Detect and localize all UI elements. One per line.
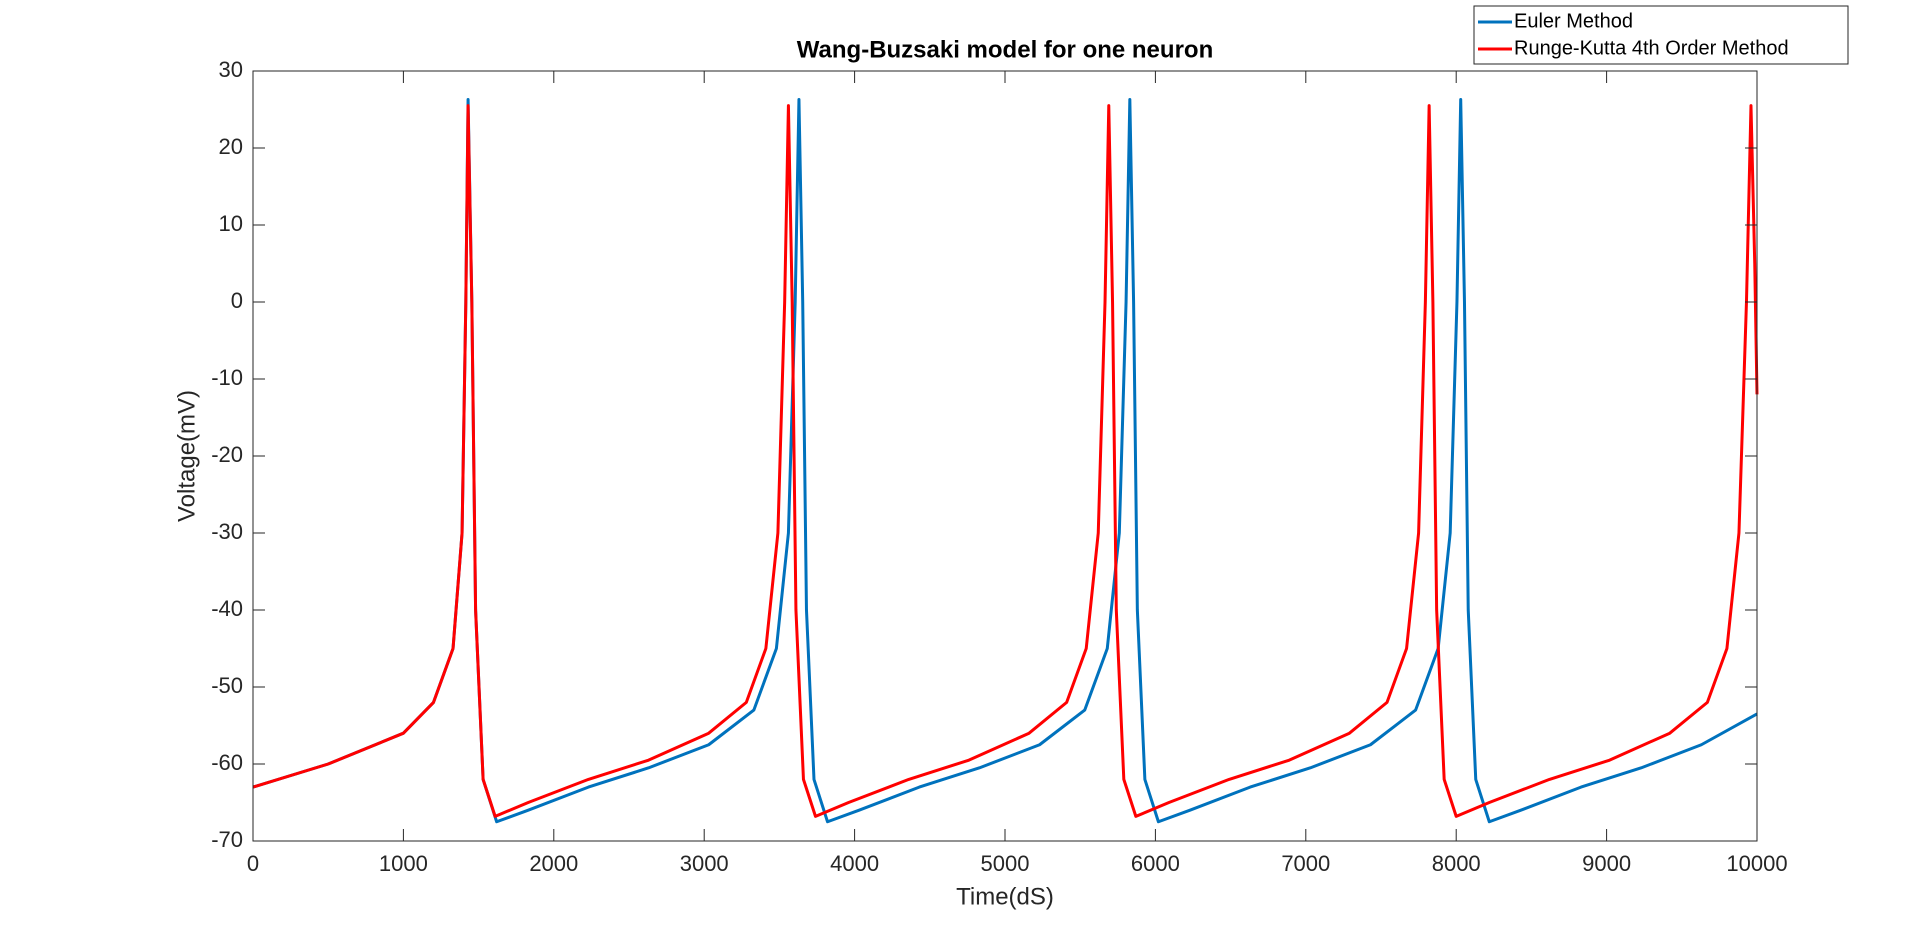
x-tick-label: 3000 bbox=[680, 851, 729, 876]
legend-label: Runge-Kutta 4th Order Method bbox=[1514, 37, 1789, 59]
x-tick-label: 1000 bbox=[379, 851, 428, 876]
x-tick-label: 8000 bbox=[1432, 851, 1481, 876]
y-tick-label: -20 bbox=[211, 442, 243, 467]
x-tick-label: 5000 bbox=[981, 851, 1030, 876]
y-tick-label: 30 bbox=[219, 57, 243, 82]
x-axis-label: Time(dS) bbox=[956, 883, 1054, 910]
y-tick-label: 10 bbox=[219, 211, 243, 236]
y-tick-label: -50 bbox=[211, 673, 243, 698]
y-tick-label: -70 bbox=[211, 827, 243, 852]
legend: Euler Method Runge-Kutta 4th Order Method bbox=[1473, 5, 1849, 65]
chart-title: Wang-Buzsaki model for one neuron bbox=[797, 36, 1213, 63]
x-tick-label: 6000 bbox=[1131, 851, 1180, 876]
plot-area bbox=[253, 71, 1757, 841]
x-tick-label: 4000 bbox=[830, 851, 879, 876]
y-tick-label: -60 bbox=[211, 750, 243, 775]
line-series bbox=[252, 104, 1759, 818]
x-tick-label: 9000 bbox=[1582, 851, 1631, 876]
x-tick-label: 10000 bbox=[1726, 851, 1787, 876]
plot bbox=[252, 97, 1759, 824]
y-tick-label: 0 bbox=[231, 288, 243, 313]
x-tick-label: 0 bbox=[247, 851, 259, 876]
y-tick-label: -40 bbox=[211, 596, 243, 621]
y-axis-label: Voltage(mV) bbox=[173, 390, 200, 522]
y-tick-label: -10 bbox=[211, 365, 243, 390]
x-tick-label: 7000 bbox=[1281, 851, 1330, 876]
y-tick-label: -30 bbox=[211, 519, 243, 544]
y-tick-label: 20 bbox=[219, 134, 243, 159]
legend-label: Euler Method bbox=[1514, 10, 1633, 32]
x-tick-label: 2000 bbox=[529, 851, 578, 876]
legend-box bbox=[1473, 5, 1849, 65]
